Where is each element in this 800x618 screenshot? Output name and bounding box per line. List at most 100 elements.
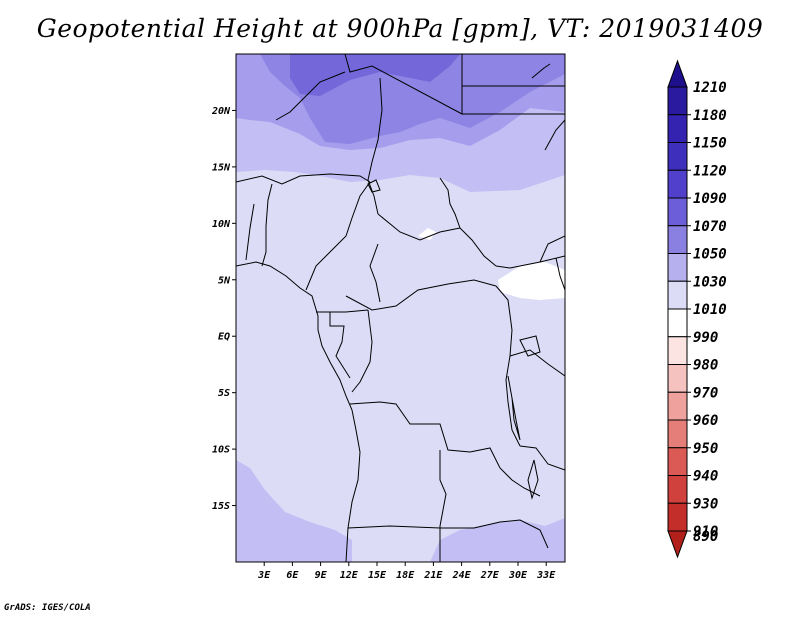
border-sudan-south [439, 177, 497, 267]
border-east-africa [495, 255, 565, 269]
border-drc-east [495, 285, 521, 447]
lat-tick-label: 5N [218, 275, 231, 286]
colorbar-box [667, 86, 688, 116]
lon-tick-label: 12E [340, 570, 359, 581]
border-zambia-east [469, 447, 541, 497]
border-chad-sudan [367, 77, 383, 215]
lat-tick-label: EQ [218, 332, 230, 343]
colorbar-label: 990 [693, 330, 718, 346]
colorbar-box [667, 197, 688, 227]
border-congo-drc [351, 309, 373, 393]
contour-band-1090-north [290, 54, 460, 96]
lon-tick-label: 15E [368, 570, 387, 581]
colorbar-label: 960 [693, 413, 718, 429]
colorbar-top-triangle [667, 59, 688, 88]
colorbar-label: 980 [693, 358, 718, 374]
country-borders [236, 54, 565, 562]
lake-chad [367, 179, 381, 193]
border-gabon-congo [329, 312, 351, 379]
coastline-west-africa [236, 261, 361, 562]
colorbar-box [667, 253, 688, 282]
colorbar-box [667, 336, 688, 365]
colorbar-label: 950 [693, 441, 718, 457]
border-car-north [369, 243, 381, 303]
border-tanzania-mozambique [519, 445, 565, 471]
contour-band-1030-southwest [236, 460, 352, 562]
lon-tick-label: 24E [452, 570, 472, 581]
border-nigeria-niger [236, 173, 371, 185]
lon-tick-label: 3E [257, 570, 271, 581]
colorbar-box [667, 308, 688, 338]
contour-band-990-small [418, 228, 436, 240]
border-nigeria-east [305, 181, 371, 291]
colorbar-label: 910 [693, 524, 718, 540]
border-nigeria-west [261, 183, 273, 267]
lake-victoria [519, 335, 541, 357]
red-sea-coast [531, 63, 551, 79]
colorbar-label: 1210 [693, 80, 727, 96]
colorbar-box [667, 169, 688, 199]
lake-malawi [527, 459, 539, 500]
colorbar-box [667, 225, 688, 254]
colorbar-box [667, 475, 688, 504]
lon-tick-label: 27E [480, 570, 500, 581]
lon-tick-label: 21E [423, 570, 443, 581]
border-sudan-chad-south [377, 213, 461, 241]
border-ethiopia [539, 235, 565, 263]
colorbar-box [667, 114, 688, 143]
border-kenya-tanzania [509, 349, 565, 377]
lon-tick-label: 18E [396, 570, 415, 581]
colorbar-box [667, 447, 688, 476]
lat-tick-label: 20N [211, 106, 231, 117]
colorbar: 1210 1180 1150 1120 1090 1070 1050 1030 1010 990 9… [667, 59, 727, 559]
border-benin-togo [245, 203, 255, 261]
colorbar-box [667, 502, 688, 532]
border-car-south [345, 279, 497, 311]
border-drc-angola [349, 401, 471, 453]
lat-tick-label: 10S [212, 445, 230, 456]
colorbar-box [667, 364, 688, 393]
lon-tick-label: 6E [286, 570, 299, 581]
lat-tick-label: 15N [212, 162, 231, 173]
colorbar-label: 930 [693, 496, 718, 512]
lat-tick-label: 5S [218, 388, 230, 399]
contour-field [236, 54, 565, 562]
colorbar-label: 1120 [693, 163, 727, 179]
colorbar-label: 1010 [693, 302, 727, 318]
colorbar-label: 890 [693, 529, 718, 545]
colorbar-box [667, 280, 688, 310]
border-angola-namibia [347, 525, 474, 529]
colorbar-label: 1070 [693, 219, 727, 235]
lat-tick-label: 15S [212, 501, 230, 512]
longitude-axis: 3E 6E 9E 12E 15E 18E 21E 24E 27E 30E 33E [257, 562, 556, 581]
lon-tick-label: 9E [315, 570, 328, 581]
contour-band-1030-southeast [430, 518, 565, 562]
colorbar-label: 970 [693, 385, 718, 401]
coastline-east-africa [555, 257, 565, 291]
colorbar-label: 940 [693, 469, 718, 485]
credit-text: GrADS: IGES/COLA [4, 603, 91, 613]
border-niger-chad [275, 71, 346, 121]
lat-tick-label: 10N [212, 219, 231, 230]
plot-frame [235, 53, 566, 563]
colorbar-label: 1150 [693, 136, 727, 152]
border-cameroon-gabon [316, 309, 369, 313]
lon-tick-label: 30E [508, 570, 528, 581]
border-sudan-eritrea [544, 119, 565, 151]
map-title: Geopotential Height at 900hPa [gpm], VT:… [36, 14, 764, 43]
contour-band-990-east [498, 262, 565, 300]
colorbar-label: 1050 [693, 247, 727, 263]
border-angola-zambia [439, 450, 447, 527]
border-zimbabwe [473, 519, 549, 549]
colorbar-box [667, 142, 688, 171]
border-libya-chad [344, 54, 463, 115]
lon-tick-label: 33E [536, 570, 556, 581]
colorbar-box [667, 419, 688, 449]
latitude-axis: 20N 15N 10N 5N EQ 5S 10S 15S [211, 106, 236, 512]
colorbar-label: 1090 [693, 191, 727, 207]
colorbar-bottom-triangle [667, 530, 688, 559]
colorbar-label: 1180 [693, 108, 727, 124]
colorbar-box [667, 391, 688, 421]
colorbar-label: 1030 [693, 274, 727, 290]
